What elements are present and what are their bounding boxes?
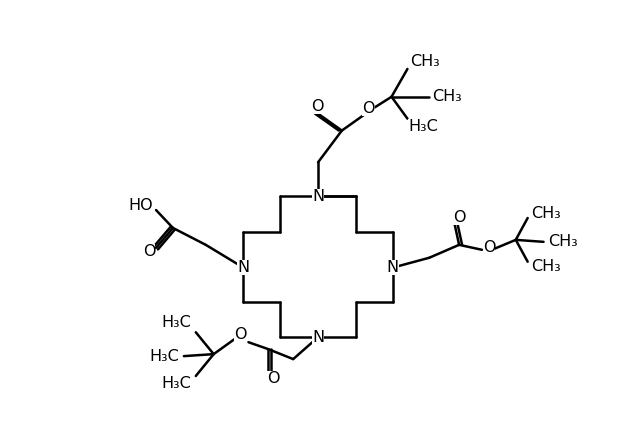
Text: O: O (483, 240, 495, 255)
Text: O: O (453, 210, 465, 225)
Text: O: O (362, 101, 375, 116)
Text: O: O (234, 327, 247, 342)
Text: CH₃: CH₃ (410, 54, 440, 68)
Text: N: N (312, 189, 324, 204)
Text: O: O (311, 99, 323, 114)
Text: CH₃: CH₃ (432, 89, 462, 104)
Text: H₃C: H₃C (408, 119, 438, 134)
Text: O: O (267, 371, 280, 386)
Text: N: N (387, 260, 399, 275)
Text: CH₃: CH₃ (548, 234, 579, 249)
Text: CH₃: CH₃ (531, 205, 561, 221)
Text: HO: HO (129, 198, 153, 213)
Text: H₃C: H₃C (161, 315, 191, 330)
Text: CH₃: CH₃ (531, 259, 561, 274)
Text: H₃C: H₃C (161, 376, 191, 392)
Text: H₃C: H₃C (149, 349, 179, 364)
Text: N: N (312, 330, 324, 345)
Text: O: O (143, 244, 156, 259)
Text: N: N (237, 260, 250, 275)
